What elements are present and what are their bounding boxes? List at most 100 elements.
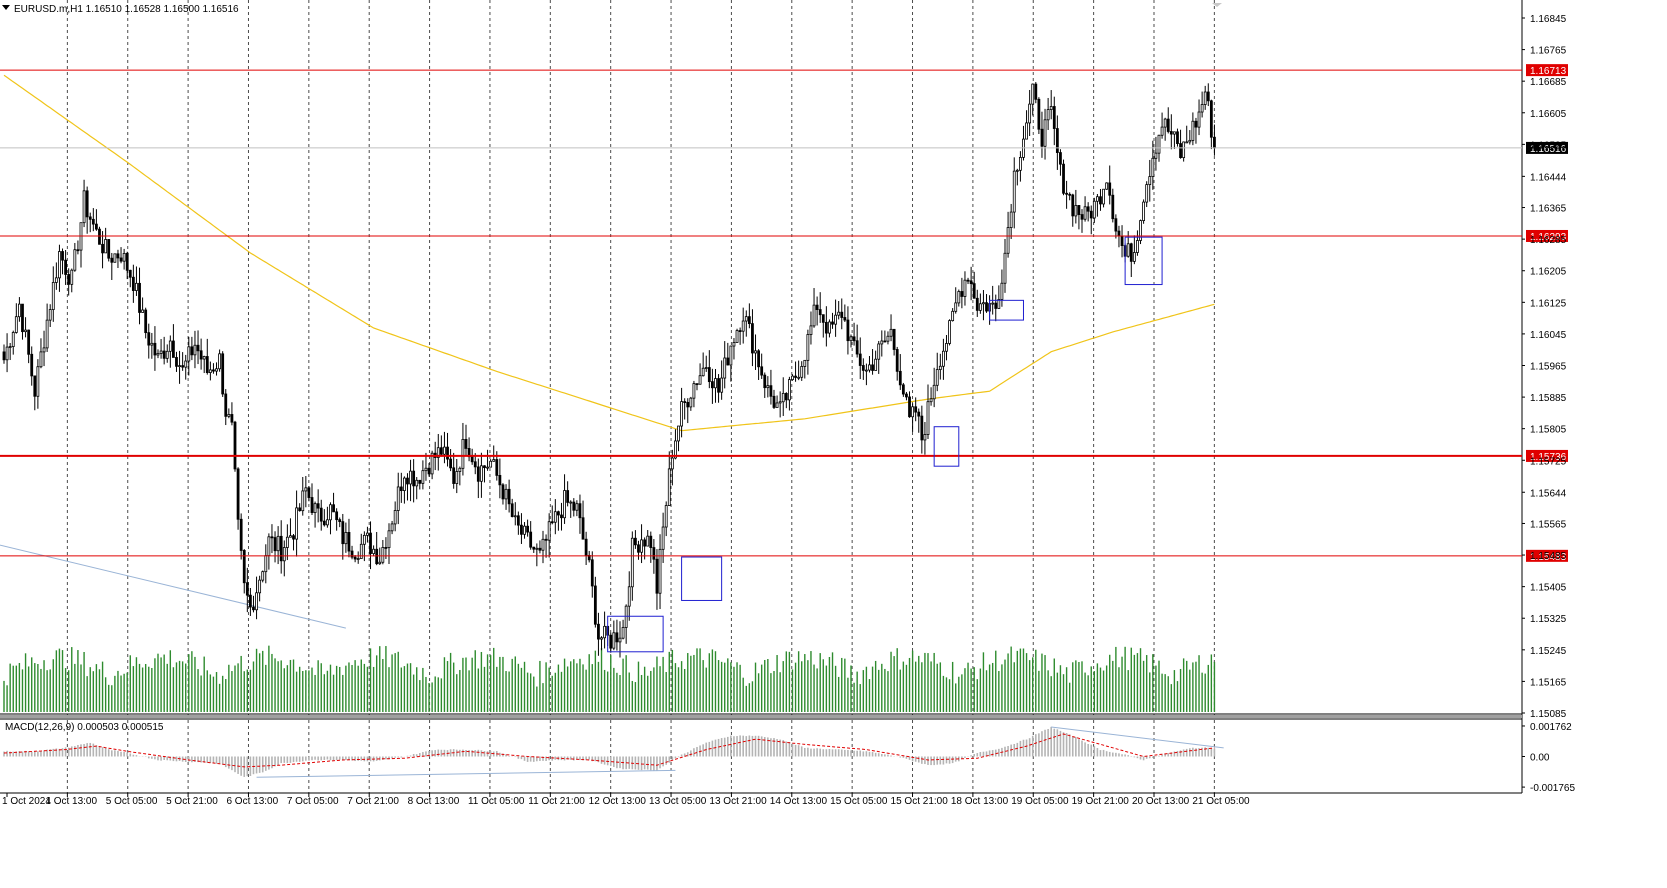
candle-body — [781, 392, 785, 403]
candle-body — [409, 470, 412, 485]
candle-body — [1065, 192, 1068, 195]
x-tick-label: 18 Oct 13:00 — [951, 796, 1009, 807]
candle-body — [1154, 152, 1158, 159]
axes: 1.16845 1.16765 1.16685 1.16605 1.16525 1.164… — [2, 3, 1575, 807]
candle-body — [1052, 106, 1056, 129]
candle-body — [560, 514, 563, 519]
candle-body — [815, 304, 819, 310]
candle-body — [270, 536, 274, 539]
candle-body — [150, 342, 154, 346]
candle-body — [935, 369, 939, 386]
candle-body — [1031, 83, 1035, 105]
candle-body — [196, 344, 200, 352]
candle-body — [535, 547, 539, 550]
candle-body — [42, 347, 46, 353]
candle-body — [378, 561, 382, 565]
y-tick-label: 1.16685 — [1530, 77, 1567, 88]
candle-body — [1188, 139, 1192, 143]
candle-body — [233, 421, 237, 470]
candle-body — [489, 460, 493, 468]
y-tick-label: 1.15485 — [1530, 551, 1567, 562]
candle-body — [729, 345, 733, 366]
candle-body — [1166, 118, 1170, 132]
candle-body — [184, 360, 188, 368]
candle-body — [387, 530, 391, 549]
candle-body — [1105, 182, 1109, 190]
candle-body — [1071, 194, 1075, 217]
candle-body — [575, 503, 579, 511]
candle-body — [791, 375, 794, 381]
candle-body — [855, 340, 859, 355]
x-tick-label: 11 Oct 05:00 — [468, 796, 525, 807]
candle-body — [714, 378, 717, 389]
symbol-line: EURUSD.m,H1 1.16510 1.16528 1.16500 1.16… — [14, 4, 239, 15]
horizontal-levels[interactable]: 1.16713 1.16293 1.15736 1.15483 1.16516 — [0, 64, 1568, 563]
level-tag — [1526, 64, 1568, 77]
candle-body — [874, 358, 878, 371]
candle-body — [473, 461, 477, 468]
macd-panel — [3, 726, 1224, 778]
candle-body — [1049, 106, 1053, 111]
candle-body — [732, 342, 736, 347]
candle-body — [273, 537, 277, 552]
candle-body — [932, 384, 936, 400]
macd-y-tick-label: 0.00 — [1530, 753, 1550, 764]
level-tag-text: 1.16713 — [1530, 66, 1567, 77]
candle-body — [590, 559, 594, 587]
candle-body — [788, 379, 791, 401]
candle-body — [501, 484, 505, 500]
candle-body — [1102, 188, 1105, 205]
candle-body — [911, 406, 914, 418]
candle-body — [486, 466, 489, 469]
candle-body — [1083, 206, 1087, 220]
candle-body — [175, 357, 178, 367]
candle-body — [304, 487, 308, 492]
x-tick-label: 8 Oct 13:00 — [408, 796, 460, 807]
candle-body — [36, 366, 40, 397]
candle-body — [969, 280, 973, 285]
candle-body — [230, 414, 234, 423]
candle-body — [1117, 230, 1121, 237]
candle-body — [362, 534, 366, 545]
candle-body — [162, 350, 166, 359]
candle-body — [926, 401, 930, 435]
x-tick-label: 15 Oct 21:00 — [891, 796, 949, 807]
zone-boxes[interactable] — [607, 236, 1163, 653]
candle-body — [495, 459, 499, 476]
candle-body — [1209, 100, 1213, 138]
candle-body — [553, 511, 557, 523]
candle-body — [64, 259, 67, 275]
candle-body — [880, 340, 884, 345]
candle-body — [1185, 141, 1189, 144]
trendline — [0, 544, 346, 629]
candle-body — [520, 524, 523, 535]
candle-body — [424, 467, 428, 472]
candle-body — [951, 310, 955, 322]
candle-body — [828, 321, 831, 334]
symbol-menu-icon[interactable] — [2, 5, 10, 10]
candle-body — [945, 343, 948, 352]
candle-body — [350, 550, 354, 558]
candle-body — [600, 637, 603, 640]
candle-body — [322, 520, 326, 526]
candle-body — [289, 535, 292, 538]
candle-body — [276, 535, 280, 552]
candle-body — [1099, 196, 1102, 205]
candle-body — [883, 340, 887, 343]
candle-body — [329, 504, 332, 521]
candle-body — [307, 487, 311, 498]
candle-body — [1019, 157, 1022, 171]
candle-body — [101, 243, 104, 254]
candle-body — [224, 393, 228, 417]
candle-body — [972, 283, 976, 299]
candle-body — [1203, 91, 1207, 105]
candle-body — [889, 328, 893, 337]
candle-body — [1120, 235, 1124, 247]
candle-body — [2, 351, 6, 361]
candle-body — [735, 330, 739, 343]
candle-body — [476, 466, 480, 482]
zone-box — [607, 615, 664, 653]
y-tick-label: 1.15805 — [1530, 425, 1567, 436]
candle-body — [402, 477, 406, 492]
